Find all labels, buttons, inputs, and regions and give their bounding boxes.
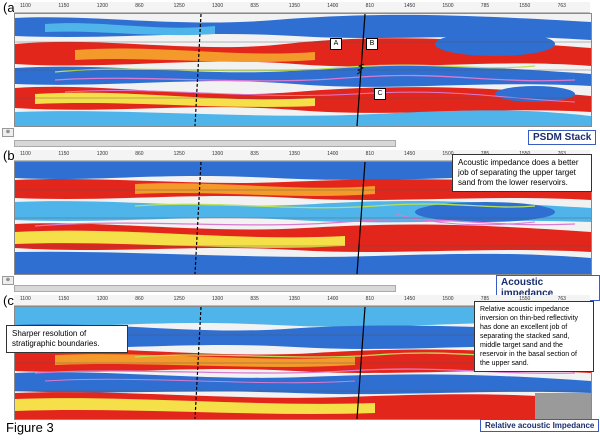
tick-label: 835 (250, 151, 259, 157)
tick-label: 860 (135, 296, 144, 302)
tick-label: 1450 (404, 3, 416, 9)
tick-label: 1500 (442, 3, 454, 9)
tick-label: 763 (557, 3, 566, 9)
tick-label: 1150 (58, 296, 70, 302)
panel-c: (c) 1100 1150 1200 860 1250 1300 835 1350 1400 81… (0, 293, 600, 432)
tick-label: 810 (365, 296, 374, 302)
tick-label: 1300 (212, 3, 224, 9)
tick-label: 1100 (20, 151, 31, 157)
tick-label: 1550 (519, 296, 531, 302)
tick-label: 1200 (96, 3, 108, 9)
marker-a: A (330, 38, 342, 50)
tick-label: 1250 (173, 3, 185, 9)
tick-label: 1350 (288, 296, 300, 302)
tick-label: 835 (250, 296, 259, 302)
tick-label: 1500 (442, 296, 454, 302)
callout-relative: Relative acoustic impedance inversion on… (474, 301, 594, 372)
tick-label: 1400 (327, 296, 339, 302)
tick-label: 1300 (212, 296, 224, 302)
tick-label: 1350 (288, 3, 300, 9)
tick-label: 810 (365, 151, 374, 157)
tick-label: 1150 (58, 3, 70, 9)
figure-caption: Figure 3 (6, 420, 54, 435)
tick-label: 1150 (58, 151, 70, 157)
tick-label: 1250 (173, 296, 185, 302)
tick-label: 1450 (404, 296, 416, 302)
zoom-icon[interactable]: ⊕ (2, 276, 14, 285)
marker-c: C (374, 88, 386, 100)
tick-label: 1350 (288, 151, 300, 157)
scrollbar[interactable] (14, 140, 396, 147)
tick-label: 1400 (327, 3, 339, 9)
marker-b: B (366, 38, 378, 50)
scrollbar[interactable] (14, 285, 396, 292)
tick-label: 1200 (96, 296, 108, 302)
seismic-section (14, 13, 592, 127)
panel-title: PSDM Stack (528, 130, 597, 145)
tick-label: 1500 (442, 151, 454, 157)
tick-label: 785 (480, 3, 490, 9)
tick-label: 1250 (173, 151, 185, 157)
zoom-icon[interactable]: ⊕ (2, 128, 14, 137)
tick-label: 1550 (519, 3, 531, 9)
trace-axis: 1100 1150 1200 860 1250 1300 835 1350 1400 810 145… (14, 2, 590, 13)
callout-acoustic: Acoustic impedance does a better job of … (452, 154, 592, 192)
panel-b: (b) 1100 1150 1200 860 1250 1300 835 1350 1400 81… (0, 148, 600, 301)
tick-label: 860 (135, 3, 144, 9)
panel-title: Relative acoustic Impedance (480, 419, 600, 432)
tick-label: 860 (135, 151, 144, 157)
tick-label: 1100 (20, 3, 31, 9)
tick-label: 785 (480, 296, 490, 302)
trace-axis: 1100 1150 1200 860 1250 1300 835 1350 1400 810 145… (14, 295, 590, 306)
panel-a: (a) 1100 1150 1200 860 1250 1300 835 1350 1400 81… (0, 0, 600, 148)
tick-label: 810 (365, 3, 374, 9)
tick-label: 1300 (212, 151, 224, 157)
callout-resolution: Sharper resolution of stratigraphic boun… (6, 325, 128, 353)
toolbar-controls[interactable]: ⊕ (2, 276, 14, 286)
tick-label: 1100 (20, 296, 31, 302)
toolbar-controls[interactable]: ⊕ (2, 128, 14, 138)
tick-label: 835 (250, 3, 259, 9)
tick-label: 1450 (404, 151, 416, 157)
tick-label: 1400 (327, 151, 339, 157)
tick-label: 763 (557, 296, 566, 302)
tick-label: 1200 (96, 151, 108, 157)
